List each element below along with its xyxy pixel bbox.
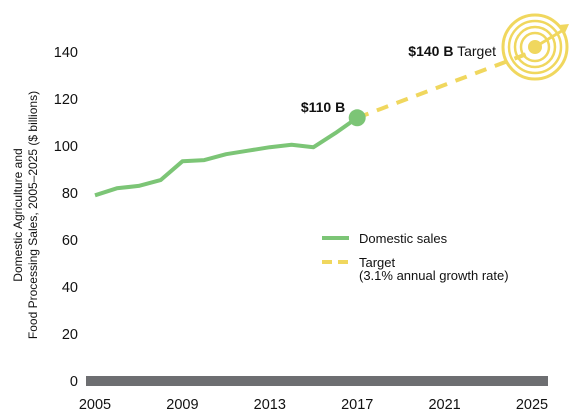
target-ring bbox=[501, 13, 569, 81]
x-tick-label: 2005 bbox=[79, 397, 111, 413]
y-tick-label: 60 bbox=[62, 233, 78, 249]
series-layer bbox=[94, 50, 533, 198]
series-line-domestic-sales bbox=[94, 116, 359, 198]
current-value-marker bbox=[348, 109, 366, 127]
y-axis-ticks: 0 20 40 60 80 100 120 140 bbox=[54, 45, 78, 390]
legend-label-domestic-sales: Domestic sales bbox=[359, 231, 448, 246]
x-tick-label: 2017 bbox=[341, 397, 373, 413]
target-icon bbox=[501, 13, 569, 81]
legend-label-target: Target bbox=[359, 255, 396, 270]
current-value-label: $110 B bbox=[301, 99, 345, 115]
target-value-amount: $140 B bbox=[408, 43, 453, 59]
x-axis-ticks: 2005 2009 2013 2017 2021 2025 bbox=[79, 397, 548, 413]
y-tick-label: 40 bbox=[62, 280, 78, 296]
y-axis-label: Domestic Agriculture and Food Processing… bbox=[11, 91, 40, 339]
x-axis-baseline bbox=[86, 376, 548, 386]
x-tick-label: 2013 bbox=[254, 397, 286, 413]
annotations: $110 B $140 B Target bbox=[301, 43, 496, 115]
x-tick-label: 2025 bbox=[516, 397, 548, 413]
x-tick-label: 2009 bbox=[166, 397, 198, 413]
y-axis-label-line-1: Domestic Agriculture and bbox=[11, 148, 25, 281]
target-value-word: Target bbox=[453, 43, 496, 59]
y-tick-label: 120 bbox=[54, 92, 78, 108]
y-tick-label: 80 bbox=[62, 186, 78, 202]
y-axis-label-line-2: Food Processing Sales, 2005–2025 ($ bill… bbox=[26, 91, 40, 339]
legend-label-target-growth-rate: (3.1% annual growth rate) bbox=[359, 268, 509, 283]
x-tick-label: 2021 bbox=[428, 397, 460, 413]
y-tick-label: 140 bbox=[54, 45, 78, 61]
series-line-target bbox=[356, 50, 533, 120]
target-arrow-shaft bbox=[534, 27, 566, 49]
legend: Domestic sales Target (3.1% annual growt… bbox=[322, 231, 509, 283]
y-tick-label: 100 bbox=[54, 139, 78, 155]
target-value-label: $140 B Target bbox=[408, 43, 496, 59]
target-ring bbox=[519, 31, 551, 63]
target-ring bbox=[513, 25, 557, 69]
y-tick-label: 20 bbox=[62, 327, 78, 343]
y-tick-label: 0 bbox=[70, 374, 78, 390]
target-ring bbox=[507, 19, 563, 75]
target-arrow-fletch bbox=[559, 24, 569, 33]
